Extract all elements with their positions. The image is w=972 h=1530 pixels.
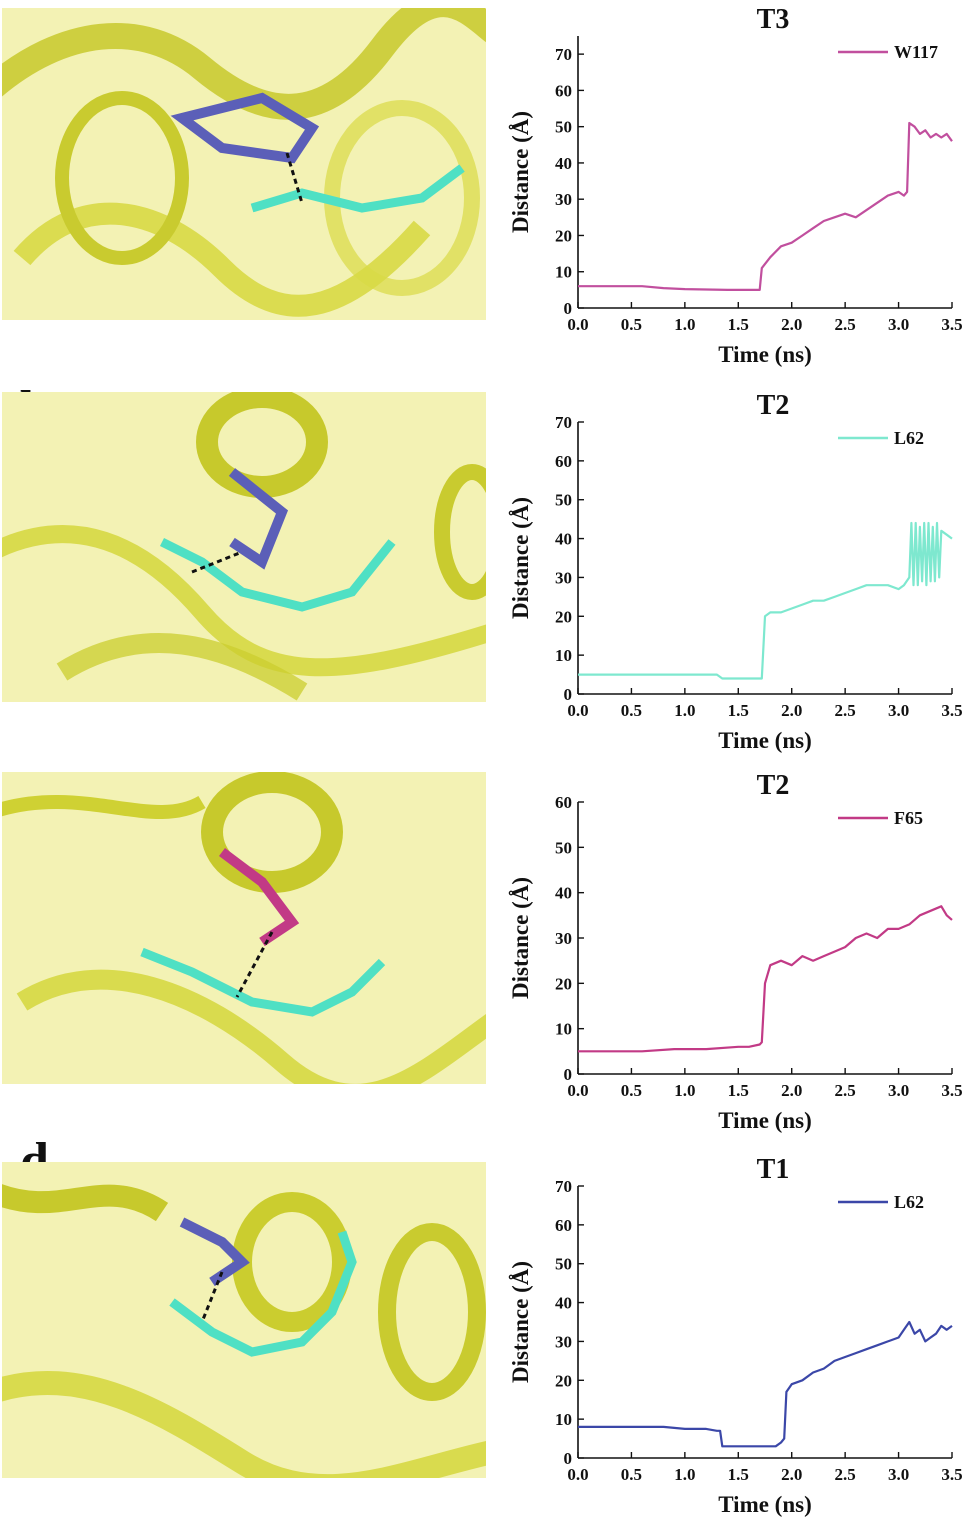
y-tick-label: 60	[555, 81, 572, 100]
molecular-structure-image-a	[2, 8, 486, 320]
chart-title: T2	[757, 770, 790, 801]
y-tick-label: 0	[564, 1065, 573, 1084]
x-tick-label: 1.5	[728, 315, 749, 334]
x-tick-label: 2.0	[781, 701, 802, 720]
y-tick-label: 30	[555, 568, 572, 587]
x-tick-label: 1.0	[674, 315, 695, 334]
x-tick-label: 1.5	[728, 1081, 749, 1100]
y-tick-label: 0	[564, 685, 573, 704]
y-tick-label: 10	[555, 1020, 572, 1039]
x-axis-label: Time (ns)	[718, 342, 812, 367]
y-tick-label: 0	[564, 1449, 573, 1468]
legend-label: L62	[894, 1192, 924, 1212]
y-tick-label: 20	[555, 607, 572, 626]
chart-title: T2	[757, 390, 790, 421]
y-tick-label: 20	[555, 226, 572, 245]
x-tick-label: 1.0	[674, 1081, 695, 1100]
chart-title: T3	[757, 4, 790, 35]
y-tick-label: 70	[555, 413, 572, 432]
y-tick-label: 30	[555, 929, 572, 948]
x-axis-label: Time (ns)	[718, 728, 812, 753]
x-tick-label: 0.5	[621, 701, 642, 720]
distance-chart-d: T1 0.0 0.5 1.0 1.5 2.0 2.5 3.0 3.5 0 10 20 30 40 50 60 7…	[508, 1154, 963, 1517]
x-tick-label: 0.5	[621, 315, 642, 334]
y-tick-label: 20	[555, 1371, 572, 1390]
series-line-l62	[578, 1320, 953, 1448]
y-axis-label: Distance (Å)	[508, 111, 533, 233]
molecular-structure-image-b	[2, 392, 486, 702]
x-tick-label: 2.5	[835, 1465, 856, 1484]
y-tick-label: 10	[555, 1410, 572, 1429]
x-tick-label: 1.0	[674, 1465, 695, 1484]
x-axis-label: Time (ns)	[718, 1492, 812, 1517]
x-tick-label: 3.5	[941, 315, 962, 334]
x-tick-label: 3.5	[941, 1465, 962, 1484]
series-line-f65	[578, 905, 953, 1053]
y-tick-label: 50	[555, 1255, 572, 1274]
x-tick-label: 0.0	[567, 1465, 588, 1484]
series-line-l62	[578, 521, 953, 680]
x-tick-label: 0.0	[567, 315, 588, 334]
x-tick-label: 1.5	[728, 1465, 749, 1484]
y-tick-label: 30	[555, 1332, 572, 1351]
x-tick-label: 1.0	[674, 701, 695, 720]
distance-chart-a: T3 0.0 0.5 1.0 1.5 2.0 2.5 3.0 3.5 0 10 20 30 40 50 60 7…	[508, 4, 963, 367]
x-tick-label: 2.0	[781, 315, 802, 334]
legend-label: F65	[894, 808, 923, 828]
x-tick-label: 3.0	[888, 315, 909, 334]
x-tick-label: 3.0	[888, 701, 909, 720]
x-axis-label: Time (ns)	[718, 1108, 812, 1133]
y-tick-label: 10	[555, 646, 572, 665]
molecular-structure-image-c	[2, 772, 486, 1084]
x-tick-label: 0.5	[621, 1465, 642, 1484]
y-tick-label: 40	[555, 884, 572, 903]
x-tick-label: 2.0	[781, 1081, 802, 1100]
y-axis-label: Distance (Å)	[508, 1261, 533, 1383]
y-tick-label: 60	[555, 1216, 572, 1235]
y-tick-label: 60	[555, 452, 572, 471]
y-axis-label: Distance (Å)	[508, 497, 533, 619]
x-tick-label: 2.0	[781, 1465, 802, 1484]
y-tick-label: 30	[555, 190, 572, 209]
legend-label: L62	[894, 428, 924, 448]
y-tick-label: 70	[555, 1177, 572, 1196]
distance-chart-c: T2 0.0 0.5 1.0 1.5 2.0 2.5 3.0 3.5 0 10 20 30 40 50 60 T…	[508, 770, 963, 1133]
y-tick-label: 10	[555, 263, 572, 282]
y-tick-label: 40	[555, 530, 572, 549]
y-tick-label: 20	[555, 974, 572, 993]
y-tick-label: 70	[555, 45, 572, 64]
molecular-structure-image-d	[2, 1162, 486, 1478]
chart-title: T1	[757, 1154, 790, 1185]
x-tick-label: 0.5	[621, 1081, 642, 1100]
x-tick-label: 2.5	[835, 1081, 856, 1100]
distance-chart-b: T2 0.0 0.5 1.0 1.5 2.0 2.5 3.0 3.5 0 10 20 30 40 50 60 7…	[508, 390, 963, 753]
y-tick-label: 60	[555, 793, 572, 812]
x-tick-label: 3.5	[941, 701, 962, 720]
legend-label: W117	[894, 42, 938, 62]
y-tick-label: 40	[555, 154, 572, 173]
x-tick-label: 3.0	[888, 1465, 909, 1484]
x-tick-label: 2.5	[835, 315, 856, 334]
y-tick-label: 0	[564, 299, 573, 318]
x-tick-label: 3.5	[941, 1081, 962, 1100]
series-line-w117	[578, 121, 953, 291]
x-tick-label: 0.0	[567, 1081, 588, 1100]
x-tick-label: 0.0	[567, 701, 588, 720]
x-tick-label: 3.0	[888, 1081, 909, 1100]
y-tick-label: 50	[555, 838, 572, 857]
x-tick-label: 1.5	[728, 701, 749, 720]
y-tick-label: 50	[555, 118, 572, 137]
y-tick-label: 40	[555, 1294, 572, 1313]
y-tick-label: 50	[555, 491, 572, 510]
x-tick-label: 2.5	[835, 701, 856, 720]
y-axis-label: Distance (Å)	[508, 877, 533, 999]
